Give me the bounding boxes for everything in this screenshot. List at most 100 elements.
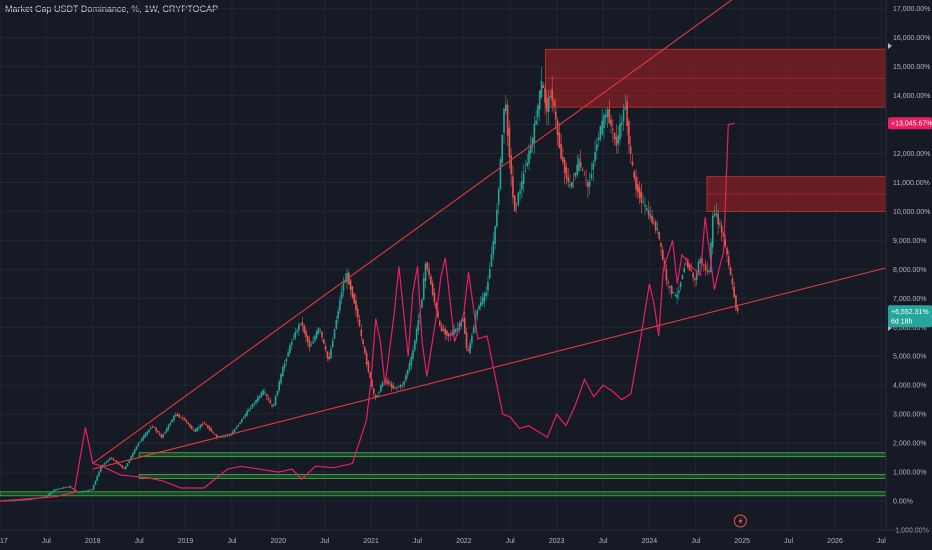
candle-body bbox=[542, 85, 545, 88]
candle-body bbox=[629, 146, 632, 154]
candle-body bbox=[171, 419, 173, 423]
candle-body bbox=[528, 150, 530, 164]
candle-body bbox=[50, 492, 52, 495]
candle-body bbox=[330, 348, 332, 359]
candle-body bbox=[121, 465, 124, 468]
candle-body bbox=[392, 385, 395, 389]
candle-body bbox=[451, 332, 454, 336]
candle-body bbox=[23, 499, 25, 501]
candle-body bbox=[431, 283, 434, 295]
support-zone bbox=[0, 491, 887, 497]
candle-body bbox=[533, 123, 536, 144]
candle-body bbox=[656, 228, 659, 230]
candle-body bbox=[551, 89, 553, 101]
candle-body bbox=[635, 176, 637, 190]
candle-body bbox=[344, 280, 347, 283]
candle-body bbox=[367, 361, 370, 372]
candle-body bbox=[372, 388, 375, 394]
candle-body bbox=[599, 126, 602, 140]
candle-body bbox=[283, 363, 286, 369]
candle-body bbox=[617, 135, 620, 144]
candle-body bbox=[462, 319, 464, 322]
candle-body bbox=[497, 189, 500, 205]
trendline[interactable] bbox=[92, 0, 752, 464]
candle-body bbox=[660, 242, 662, 247]
candle-body bbox=[64, 487, 66, 489]
candle-body bbox=[166, 428, 168, 432]
candle-body bbox=[515, 205, 518, 206]
candle-body bbox=[592, 162, 595, 171]
candle-body bbox=[296, 330, 298, 332]
candle-body bbox=[103, 463, 106, 465]
candle-body bbox=[410, 357, 413, 366]
candle-body bbox=[269, 400, 272, 404]
candle-body bbox=[378, 391, 380, 394]
candle-body bbox=[653, 222, 655, 224]
y-axis-tick-label: 8,000.00% bbox=[893, 267, 926, 274]
candle-body bbox=[428, 268, 430, 275]
candle-body bbox=[292, 338, 295, 340]
candle-body bbox=[442, 329, 445, 331]
candle-body bbox=[651, 215, 653, 223]
event-marker-icon[interactable] bbox=[733, 514, 747, 528]
candle-body bbox=[447, 333, 450, 337]
candle-body bbox=[626, 101, 628, 127]
trendline[interactable] bbox=[92, 267, 887, 470]
y-axis-tick-label: 17,000.00% bbox=[893, 6, 930, 13]
candle-body bbox=[317, 327, 320, 334]
candle-body bbox=[396, 387, 398, 388]
candle-body bbox=[414, 340, 416, 350]
candle-body bbox=[610, 119, 612, 126]
candle-body bbox=[67, 486, 70, 488]
y-axis-tick-label: 1,000.00% bbox=[893, 470, 926, 477]
candle-body bbox=[180, 417, 182, 418]
candle-body bbox=[521, 180, 523, 190]
candle-body bbox=[19, 499, 22, 501]
support-zone bbox=[138, 452, 887, 458]
candle-body bbox=[597, 137, 600, 141]
candle-body bbox=[603, 115, 605, 129]
candle-body bbox=[365, 352, 368, 365]
candle-body bbox=[583, 174, 586, 176]
candle-body bbox=[483, 293, 486, 302]
candle-body bbox=[644, 204, 646, 207]
candle-body bbox=[328, 356, 330, 360]
candle-body bbox=[522, 173, 525, 184]
scale-arrow-icon[interactable] bbox=[888, 43, 892, 49]
candle-body bbox=[362, 339, 364, 345]
candle-body bbox=[435, 302, 438, 309]
candle-body bbox=[89, 489, 91, 491]
candle-body bbox=[306, 336, 309, 342]
candle-body bbox=[276, 390, 279, 396]
candle-body bbox=[490, 254, 493, 267]
candle-body bbox=[100, 467, 102, 472]
candle-body bbox=[240, 418, 243, 423]
candle-body bbox=[674, 294, 677, 296]
candle-body bbox=[421, 299, 423, 308]
x-axis-tick-label: 2024 bbox=[642, 538, 658, 545]
candle-body bbox=[631, 161, 634, 166]
y-axis-tick-label: 16,000.00% bbox=[893, 35, 930, 42]
candle-body bbox=[60, 488, 63, 489]
candle-body bbox=[149, 428, 152, 430]
candle-body bbox=[128, 460, 131, 463]
candle-body bbox=[278, 381, 281, 391]
candle-body bbox=[553, 100, 555, 106]
candle-body bbox=[403, 381, 405, 385]
candle-body bbox=[676, 294, 678, 298]
candle-body bbox=[189, 424, 191, 427]
candle-body bbox=[360, 329, 363, 337]
candle-body bbox=[733, 286, 735, 297]
candle-body bbox=[314, 336, 316, 341]
candle-body bbox=[547, 96, 550, 113]
y-axis-tick-label: 4,000.00% bbox=[893, 383, 926, 390]
candle-body bbox=[672, 292, 675, 294]
candle-body bbox=[620, 122, 623, 125]
overlay-value-badge bbox=[888, 117, 932, 130]
candle-body bbox=[426, 262, 429, 269]
candle-body bbox=[274, 395, 277, 406]
candle-body bbox=[524, 171, 527, 173]
candle-body bbox=[622, 109, 625, 123]
candle-body bbox=[321, 331, 323, 338]
